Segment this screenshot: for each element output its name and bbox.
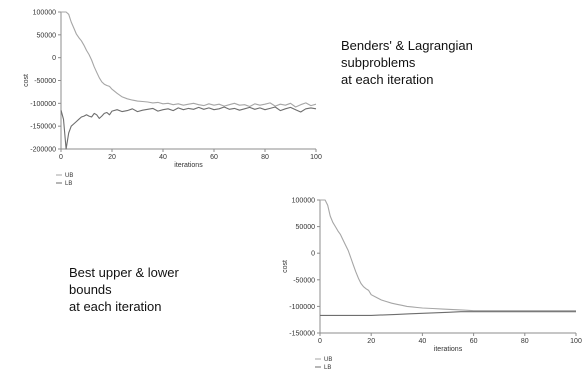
subproblems-y-tick-label: -150000: [30, 124, 56, 131]
best-bounds-y-tick-label: 100000: [292, 198, 315, 205]
subproblems-legend-label-ub: UB: [65, 173, 73, 179]
best-bounds-x-tick-label: 60: [470, 338, 478, 345]
subproblems-y-tick-label: -200000: [30, 147, 56, 154]
bottom-caption-line-2: bounds: [69, 282, 112, 297]
best-bounds-x-tick-label: 40: [419, 338, 427, 345]
subproblems-y-tick-label: 50000: [37, 32, 57, 39]
best-bounds-y-tick-label: 50000: [296, 224, 316, 231]
top-caption-line-2: subproblems: [341, 55, 416, 70]
bottom-caption-line-1: Best upper & lower: [69, 265, 179, 280]
subproblems-series-lb: [60, 106, 317, 150]
subproblems-y-tick-label: 0: [52, 55, 56, 62]
top-caption: Benders' & Lagrangian subproblems at eac…: [341, 37, 473, 88]
best-bounds-x-tick-label: 0: [318, 338, 322, 345]
best-bounds-series-lb: [320, 311, 576, 316]
subproblems-x-tick-label: 100: [310, 154, 322, 161]
subproblems-y-axis-label: cost: [23, 74, 30, 87]
subproblems-x-axis-label: iterations: [174, 162, 203, 169]
best-bounds-y-axis-label: cost: [282, 260, 289, 273]
top-caption-line-1: Benders' & Lagrangian: [341, 38, 473, 53]
subproblems-x-tick-label: 60: [210, 154, 218, 161]
subproblems-x-tick-label: 0: [59, 154, 63, 161]
best-bounds-legend-label-ub: UB: [324, 357, 332, 363]
best-bounds-y-tick-label: -50000: [293, 277, 315, 284]
best-bounds-legend-label-lb: LB: [324, 365, 331, 371]
best-bounds-y-tick-label: -150000: [289, 331, 315, 338]
subproblems-series-ub: [61, 11, 317, 108]
subproblems-x-tick-label: 80: [261, 154, 269, 161]
subproblems-x-tick-label: 40: [159, 154, 167, 161]
best-bounds-x-tick-label: 20: [367, 338, 375, 345]
subproblems-chart: 100000500000-50000-100000-150000-2000000…: [23, 10, 322, 188]
subproblems-y-tick-label: -100000: [30, 101, 56, 108]
subproblems-x-tick-label: 20: [108, 154, 116, 161]
best-bounds-x-tick-label: 80: [521, 338, 529, 345]
subproblems-y-tick-label: 100000: [33, 10, 56, 17]
best-bounds-y-tick-label: -100000: [289, 304, 315, 311]
bottom-caption: Best upper & lower bounds at each iterat…: [69, 264, 179, 315]
subproblems-y-tick-label: -50000: [34, 78, 56, 85]
best-bounds-series-ub: [320, 199, 576, 312]
best-bounds-x-tick-label: 100: [570, 338, 582, 345]
best-bounds-x-axis-label: iterations: [434, 346, 463, 353]
top-caption-line-3: at each iteration: [341, 72, 434, 87]
subproblems-legend-label-lb: LB: [65, 181, 72, 187]
bottom-caption-line-3: at each iteration: [69, 299, 162, 314]
best-bounds-y-tick-label: 0: [311, 251, 315, 258]
